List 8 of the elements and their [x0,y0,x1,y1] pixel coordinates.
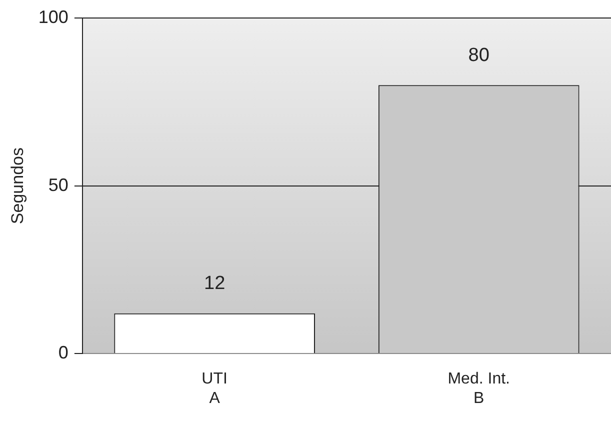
data-label: 12 [204,273,226,294]
x-tick-label: UTI A [202,370,228,407]
y-tick-label: 0 [58,342,68,363]
data-label: 80 [468,44,490,66]
y-tick-label: 50 [48,174,68,195]
x-tick-label: Med. Int. B [448,370,510,407]
y-axis-title: Segundos [8,148,27,224]
y-tick-label: 100 [38,6,68,27]
